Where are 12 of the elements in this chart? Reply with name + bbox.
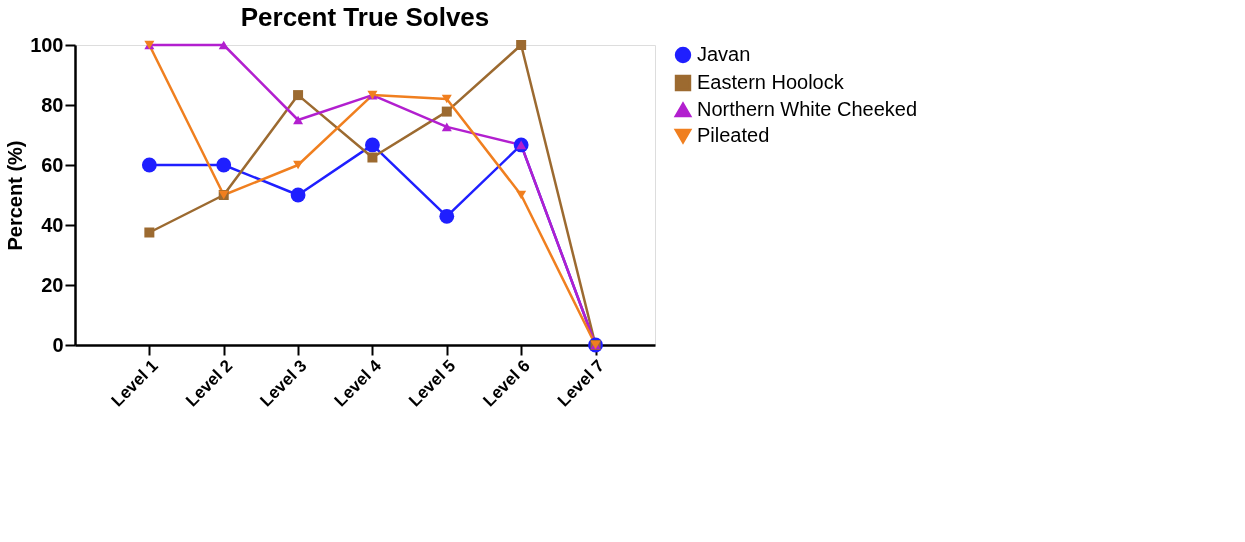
y-tick-label: 100 [30,33,64,56]
y-tick-label: 60 [41,153,64,176]
legend-label: Pileated [697,124,770,146]
y-tick-label: 20 [41,273,64,296]
chart-title: Percent True Solves [240,2,490,32]
y-tick-label: 40 [41,213,64,236]
legend-label: Javan [697,43,751,65]
y-tick-label: 80 [41,93,64,116]
y-tick-label: 0 [52,333,64,356]
legend-label: Eastern Hoolock [697,71,845,93]
y-axis-title: Percent (%) [4,140,27,251]
legend-label: Northern White Cheeked [697,98,918,120]
